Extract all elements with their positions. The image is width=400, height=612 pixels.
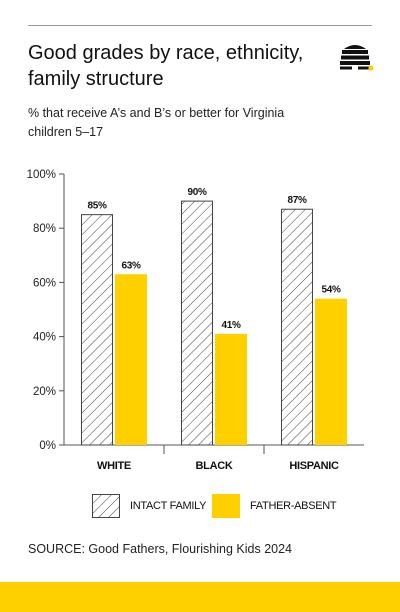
- data-label: 54%: [321, 285, 341, 296]
- y-tick-label: 0%: [39, 440, 56, 452]
- data-label: 85%: [87, 201, 107, 212]
- legend-swatch-hatched: [92, 494, 120, 518]
- chart-legend: INTACT FAMILY FATHER-ABSENT: [0, 494, 400, 524]
- data-label: 41%: [221, 320, 241, 331]
- footer-accent-bar: [0, 582, 400, 612]
- legend-item-father-absent: FATHER-ABSENT: [212, 494, 337, 518]
- chart-subtitle: % that receive A’s and B’s or better for…: [28, 106, 285, 139]
- x-category-label: BLACK: [196, 460, 233, 472]
- bar-intact-family: [181, 200, 213, 446]
- bar-chart: 0% 20% 40% 60% 80% 100% 85% 63% WHITE 90% 41% BLAC…: [27, 169, 364, 472]
- bar-father-absent: [215, 333, 247, 445]
- x-category-label: WHITE: [97, 460, 131, 472]
- bar-intact-family: [281, 208, 313, 446]
- y-tick-label: 20%: [33, 386, 56, 398]
- legend-label-intact-family: INTACT FAMILY: [130, 500, 207, 512]
- chart-title: Good grades by race, ethnicity, family s…: [28, 42, 304, 90]
- bar-father-absent: [315, 298, 347, 445]
- beehive-icon: [340, 45, 374, 71]
- bar-father-absent: [115, 274, 147, 445]
- bar-intact-family: [81, 214, 113, 446]
- x-category-label: HISPANIC: [289, 460, 339, 472]
- top-divider: [28, 25, 372, 26]
- legend-item-intact-family: INTACT FAMILY: [92, 494, 206, 518]
- source-note: SOURCE: Good Fathers, Flourishing Kids 2…: [28, 542, 293, 556]
- y-tick-label: 100%: [27, 169, 56, 181]
- y-tick-label: 60%: [33, 277, 56, 289]
- y-tick-label: 80%: [33, 223, 56, 235]
- legend-label-father-absent: FATHER-ABSENT: [250, 500, 337, 512]
- data-label: 87%: [287, 195, 307, 206]
- data-label: 90%: [187, 187, 207, 198]
- legend-swatch-solid: [212, 494, 240, 518]
- data-label: 63%: [121, 260, 141, 271]
- y-tick-label: 40%: [33, 332, 56, 344]
